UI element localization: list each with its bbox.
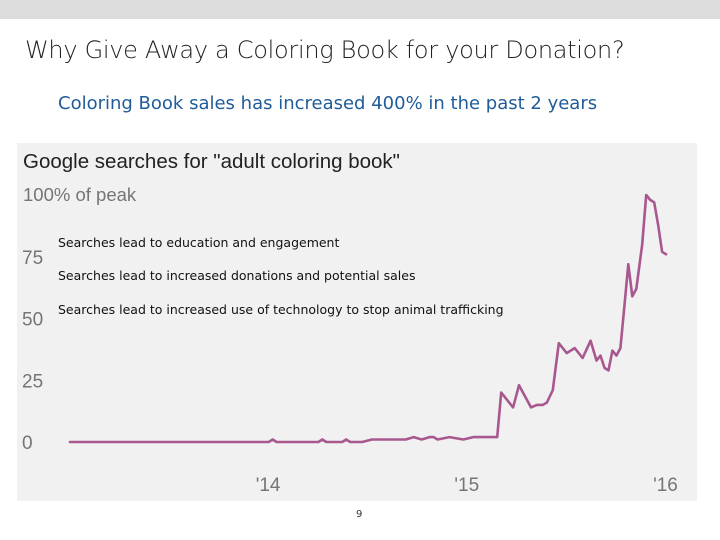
x-axis-ticks: '14 '15 '16 [256,475,678,496]
y-tick-label: 0 [22,433,33,454]
y-axis-ticks: 0 25 50 75 [22,248,43,454]
x-tick-label: '15 [454,475,479,496]
x-tick-label: '14 [256,475,281,496]
overlay-line-donations: Searches lead to increased donations and… [58,268,416,283]
slide-title: Why Give Away a Coloring Book for your D… [25,36,625,64]
overlay-line-education: Searches lead to education and engagemen… [58,235,340,250]
chart-title: Google searches for "adult coloring book… [23,150,400,173]
x-tick-label: '16 [653,475,678,496]
chart-panel: Google searches for "adult coloring book… [17,143,697,501]
overlay-line-technology: Searches lead to increased use of techno… [58,302,504,317]
page-number: 9 [356,509,363,520]
y-axis-label: 100% of peak [23,184,137,205]
top-band [0,0,720,19]
y-tick-label: 50 [22,310,43,331]
slide-subtitle: Coloring Book sales has increased 400% i… [58,93,598,114]
y-tick-label: 25 [22,371,43,392]
series-line [68,193,668,444]
y-tick-label: 75 [22,248,43,269]
search-interest-chart: Google searches for "adult coloring book… [22,150,678,496]
